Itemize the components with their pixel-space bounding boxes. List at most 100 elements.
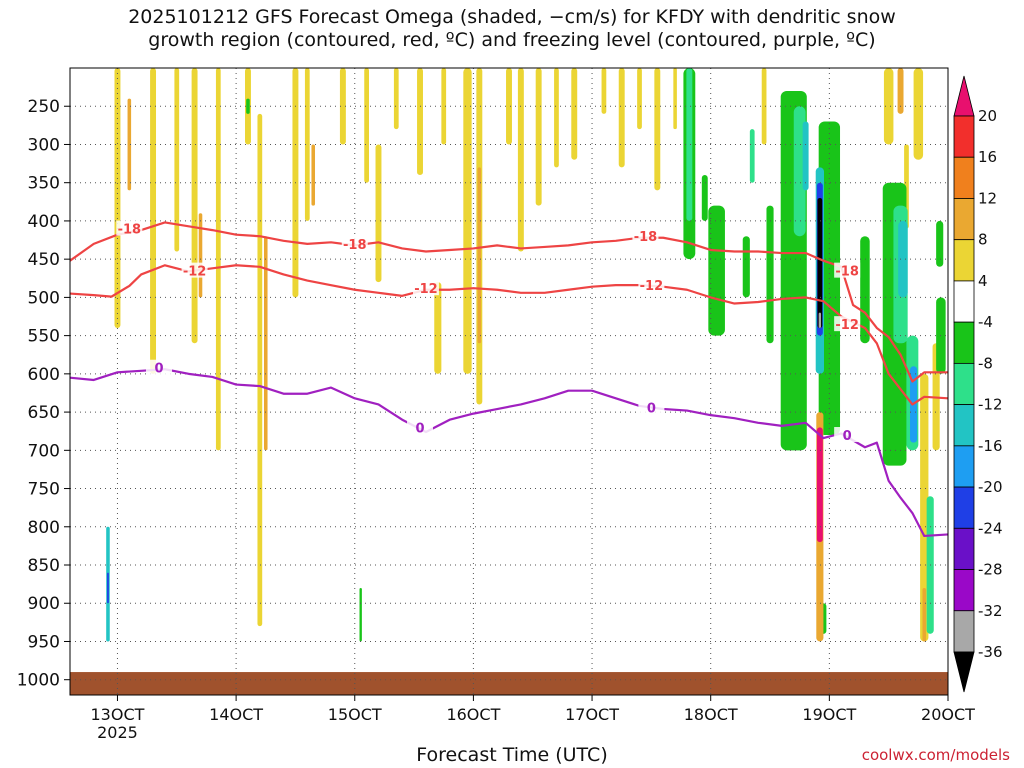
omega-area — [898, 220, 908, 298]
colorbar-label: -28 — [978, 561, 1003, 579]
colorbar-label: 12 — [978, 189, 997, 207]
contour-label: -12 — [640, 279, 664, 294]
colorbar-segment — [953, 280, 975, 323]
x-tick-label: 13OCT — [91, 705, 145, 724]
y-tick-label: 950 — [28, 632, 60, 652]
y-tick-label: 600 — [28, 365, 60, 385]
y-tick-label: 700 — [28, 441, 60, 461]
x-tick-label: 16OCT — [446, 705, 500, 724]
colorbar-segment — [953, 321, 975, 364]
omega-area — [654, 68, 661, 191]
omega-area — [766, 205, 774, 344]
omega-area — [936, 220, 944, 267]
contour-label: -18 — [835, 265, 859, 280]
omega-area — [114, 68, 121, 328]
contour-label: -12 — [835, 318, 859, 333]
contour-label: -12 — [183, 265, 207, 280]
colorbar-segment — [953, 239, 975, 282]
omega-area — [701, 175, 708, 221]
y-tick-label: 750 — [28, 480, 60, 500]
omega-area — [198, 213, 203, 298]
x-tick-sublabel: 2025 — [97, 723, 138, 742]
contour-label: -12 — [414, 282, 438, 297]
omega-area — [393, 68, 399, 130]
omega-area — [708, 205, 725, 336]
colorbar-segment — [953, 527, 975, 570]
x-tick-label: 17OCT — [565, 705, 619, 724]
colorbar-segment — [953, 115, 975, 158]
y-tick-label: 500 — [28, 288, 60, 308]
colorbar-label: -4 — [978, 313, 993, 331]
contour-label: -18 — [343, 238, 367, 253]
contour-label-bg — [834, 262, 861, 278]
omega-area — [441, 68, 447, 145]
omega-area — [673, 68, 677, 130]
x-tick-label: 18OCT — [684, 705, 738, 724]
colorbar-top-triangle — [953, 75, 975, 117]
colorbar-label: 4 — [978, 272, 988, 290]
colorbar-segment — [953, 404, 975, 447]
omega-area — [761, 68, 767, 145]
plot-frame — [69, 67, 949, 696]
omega-area — [434, 282, 442, 374]
omega-area — [304, 68, 310, 221]
omega-area — [554, 68, 559, 168]
colorbar-label: -16 — [978, 437, 1003, 455]
x-tick-label: 15OCT — [328, 705, 382, 724]
omega-area — [920, 373, 929, 642]
omega-shading — [106, 68, 946, 642]
colorbar-label: -36 — [978, 643, 1003, 661]
colorbar-segment — [953, 156, 975, 199]
omega-area — [922, 587, 927, 642]
contour-label-bg — [407, 419, 434, 435]
omega-area — [257, 113, 263, 627]
y-tick-label: 450 — [28, 250, 60, 270]
colorbar-label: 8 — [978, 231, 988, 249]
contour-label: -18 — [634, 230, 658, 245]
contour-line--18 — [69, 221, 948, 383]
omega-area — [818, 312, 822, 328]
colorbar-segment — [953, 486, 975, 529]
x-tick-label: 20OCT — [921, 705, 975, 724]
y-tick-label: 350 — [28, 174, 60, 194]
omega-area — [883, 68, 894, 145]
colorbar-segment — [953, 610, 975, 653]
omega-area — [637, 68, 642, 130]
omega-area — [215, 68, 221, 451]
colorbar-label: -8 — [978, 354, 993, 372]
omega-area — [742, 236, 750, 298]
omega-area — [263, 236, 268, 451]
omega-area — [749, 129, 755, 183]
omega-area — [127, 98, 132, 191]
contour-label: 0 — [154, 362, 163, 377]
omega-area — [913, 68, 924, 160]
y-tick-label: 1000 — [17, 671, 60, 691]
colorbar-label: 20 — [978, 107, 997, 125]
contour-label-bg — [181, 262, 208, 278]
ground-layer — [70, 672, 948, 695]
omega-area — [506, 68, 512, 145]
contour-label-bg — [834, 427, 861, 443]
x-axis-label: Forecast Time (UTC) — [416, 744, 608, 766]
omega-area — [375, 144, 382, 283]
contour-label-bg — [145, 359, 172, 375]
omega-area — [897, 68, 904, 114]
omega-area — [339, 68, 346, 145]
omega-area — [311, 144, 316, 206]
omega-area — [417, 68, 423, 176]
omega-area — [686, 68, 693, 221]
contour-label-bg — [632, 228, 659, 244]
colorbar-segment — [953, 362, 975, 406]
omega-area — [535, 68, 542, 206]
colorbar-segment — [953, 198, 975, 241]
omega-area — [571, 68, 578, 160]
y-tick-label: 300 — [28, 135, 60, 155]
contour-label: 0 — [843, 429, 852, 444]
x-tick-label: 14OCT — [209, 705, 263, 724]
omega-area — [517, 68, 524, 252]
contour-label-bg — [638, 399, 665, 415]
colorbar-label: -20 — [978, 478, 1003, 496]
contour-label-bg — [412, 280, 439, 296]
colorbar: 20 16 12 8 4 -4 -8 -12 -16 -20 -24 -28 -32 -36 — [953, 75, 1003, 693]
